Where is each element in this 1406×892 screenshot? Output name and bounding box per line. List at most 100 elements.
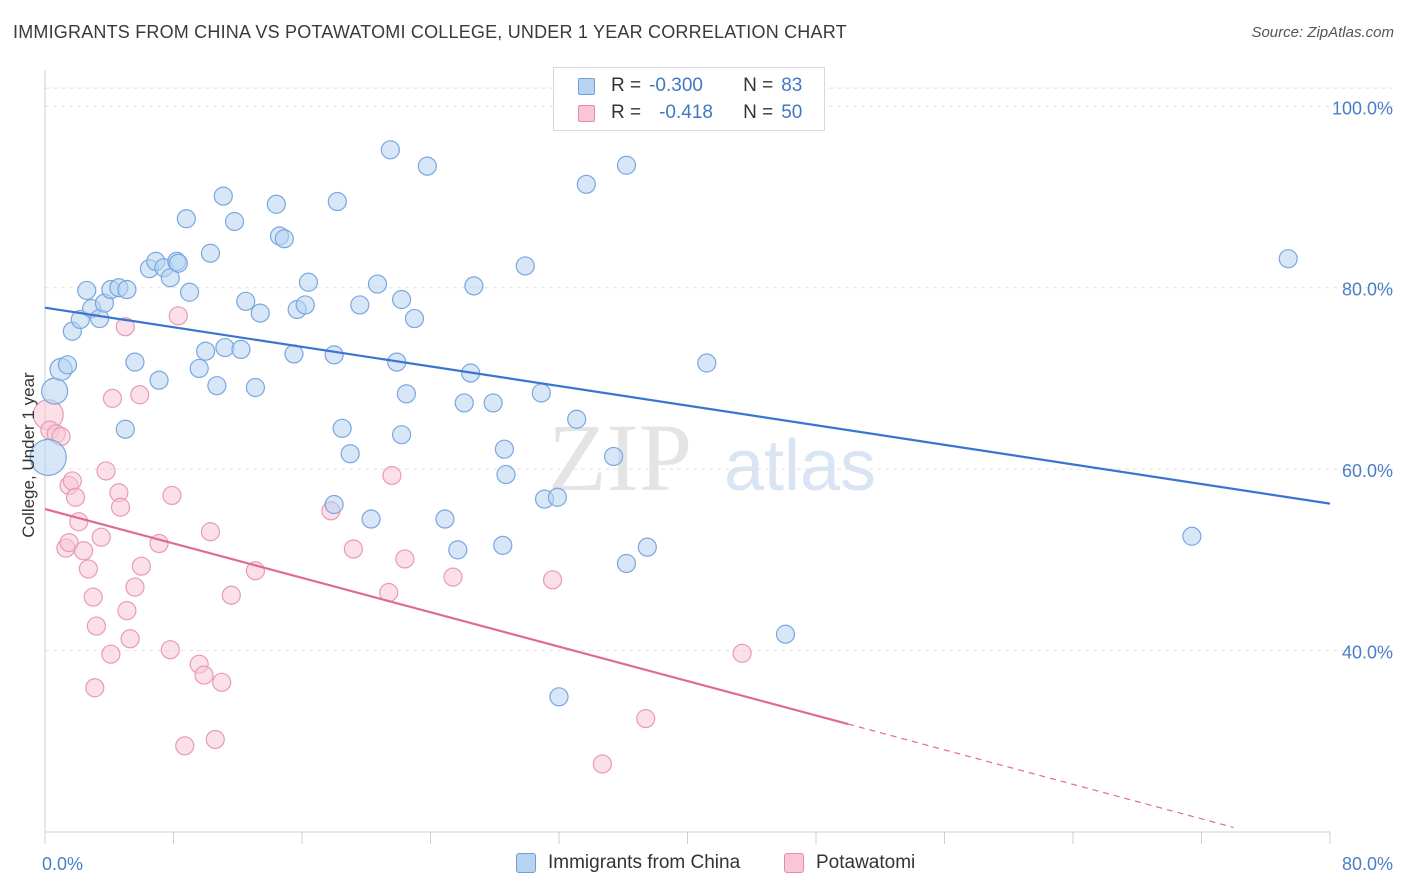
data-point-china: [464, 276, 484, 296]
y-tick-label: 80.0%: [1342, 280, 1393, 300]
data-point-china: [324, 494, 344, 515]
legend-n-value-china: 83: [781, 75, 803, 96]
data-point-china: [435, 509, 455, 529]
data-point-potawatomi: [102, 388, 123, 408]
data-point-potawatomi: [120, 629, 140, 649]
trend-line-potawatomi-extension: [847, 723, 1234, 829]
data-point-china: [775, 624, 796, 644]
data-point-potawatomi: [205, 729, 225, 750]
legend-swatch-china: [578, 77, 595, 95]
data-point-china: [168, 253, 188, 273]
data-point-potawatomi: [91, 527, 111, 547]
data-point-china: [29, 438, 67, 476]
y-axis-label: College, Under 1 year: [19, 372, 38, 538]
data-point-potawatomi: [395, 549, 415, 569]
watermark-atlas: atlas: [724, 426, 876, 506]
data-point-potawatomi: [85, 678, 105, 698]
data-point-potawatomi: [592, 754, 612, 774]
data-point-china: [176, 209, 196, 229]
trend-lines: [44, 306, 1331, 829]
data-point-china: [483, 393, 503, 413]
data-point-china: [213, 186, 233, 206]
data-point-china: [57, 355, 78, 375]
data-point-china: [697, 353, 717, 373]
data-point-china: [567, 409, 587, 429]
data-point-china: [361, 509, 381, 529]
legend-n-value-potawatomi: 50: [781, 102, 803, 123]
data-point-china: [404, 308, 425, 329]
data-point-china: [117, 279, 137, 300]
data-point-potawatomi: [110, 497, 131, 517]
data-point-china: [231, 339, 251, 359]
series-legend-china[interactable]: Immigrants from China: [516, 852, 740, 874]
legend-r-value-china: -0.300: [649, 75, 703, 96]
data-point-china: [215, 337, 235, 358]
legend-r-label: R =: [611, 75, 642, 96]
data-point-china: [604, 446, 624, 467]
watermark: ZIP atlas: [548, 404, 876, 511]
data-point-china: [250, 303, 270, 323]
data-point-china: [77, 280, 97, 301]
data-point-potawatomi: [160, 640, 180, 660]
data-point-china: [448, 540, 468, 560]
trend-line-china: [44, 306, 1331, 505]
data-point-potawatomi: [443, 567, 463, 587]
data-point-potawatomi: [86, 616, 107, 636]
x-tick-labels: 0.0% 80.0%: [42, 854, 1393, 874]
stats-legend: R = -0.300 N = 83 R = -0.418 N = 50: [553, 67, 825, 131]
data-point-china: [200, 243, 221, 263]
data-point-china: [547, 487, 567, 507]
data-point-china: [207, 376, 227, 396]
data-point-china: [224, 211, 245, 232]
data-point-china: [549, 687, 569, 707]
data-point-china: [179, 282, 200, 302]
series-swatch-china: [516, 853, 536, 873]
y-tick-label: 60.0%: [1342, 461, 1393, 481]
data-point-potawatomi: [96, 461, 116, 481]
series-legend: Immigrants from China Potawatomi: [0, 852, 1406, 876]
data-point-china: [324, 345, 344, 365]
legend-swatch-potawatomi: [578, 104, 595, 122]
data-point-potawatomi: [542, 570, 563, 590]
y-tick-labels: 100.0% 80.0% 60.0% 40.0%: [1332, 98, 1393, 662]
trend-line-potawatomi: [44, 507, 849, 726]
chart-title: IMMIGRANTS FROM CHINA VS POTAWATOMI COLL…: [13, 22, 847, 42]
data-point-china: [196, 341, 216, 361]
data-point-china: [115, 419, 135, 439]
legend-r-label: R =: [611, 102, 642, 123]
legend-n-label: N =: [743, 102, 774, 123]
x-tick-label: 0.0%: [42, 854, 83, 874]
data-point-potawatomi: [83, 587, 103, 607]
data-point-potawatomi: [59, 533, 79, 553]
data-point-potawatomi: [194, 665, 214, 685]
data-point-china: [332, 418, 352, 438]
series-legend-potawatomi[interactable]: Potawatomi: [784, 852, 915, 874]
data-point-china: [637, 537, 657, 557]
data-point-china: [531, 383, 551, 403]
data-point-china: [1278, 249, 1298, 269]
data-point-china: [367, 274, 388, 294]
data-point-china: [417, 156, 437, 176]
data-point-china: [391, 289, 412, 310]
data-point-china: [454, 393, 474, 413]
data-point-potawatomi: [125, 577, 145, 597]
source-label: Source: ZipAtlas.com: [1251, 24, 1394, 41]
data-point-potawatomi: [175, 736, 195, 756]
y-tick-label: 100.0%: [1332, 98, 1393, 118]
data-point-china: [327, 191, 347, 212]
data-point-potawatomi: [115, 317, 135, 337]
data-point-china: [494, 439, 514, 459]
data-point-potawatomi: [65, 487, 86, 507]
data-point-potawatomi: [636, 709, 656, 729]
data-point-potawatomi: [62, 471, 82, 491]
data-point-potawatomi: [382, 465, 402, 486]
data-point-potawatomi: [212, 672, 232, 692]
data-point-china: [125, 352, 145, 372]
data-point-china: [515, 256, 535, 276]
data-point-potawatomi: [101, 644, 121, 664]
data-point-china: [1182, 526, 1202, 546]
data-point-china: [396, 384, 417, 404]
data-point-potawatomi: [221, 585, 241, 605]
data-point-china: [496, 464, 516, 485]
